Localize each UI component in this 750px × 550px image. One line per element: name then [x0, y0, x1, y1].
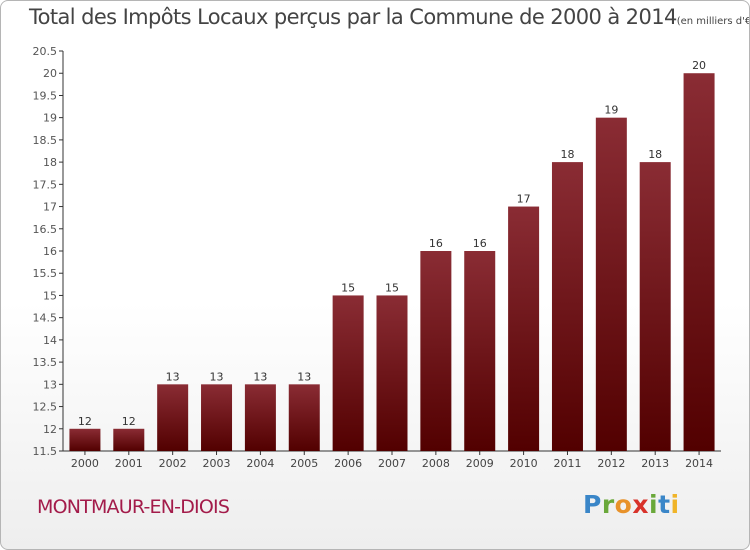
y-tick-label: 19: [43, 112, 57, 125]
bar-2009: [464, 251, 496, 451]
x-tick-label-2006: 2006: [334, 457, 362, 470]
y-tick-label: 12: [43, 423, 57, 436]
x-tick-label-2003: 2003: [203, 457, 231, 470]
logo-letter: r: [601, 490, 615, 519]
y-tick-label: 11.5: [33, 445, 58, 458]
y-tick-label: 18.5: [33, 134, 58, 147]
x-tick-label-2007: 2007: [378, 457, 406, 470]
proxiti-logo: Proxiti: [583, 490, 680, 519]
bar-2012: [595, 117, 627, 452]
y-tick-label: 20.5: [33, 45, 58, 58]
bar-2001: [113, 428, 145, 451]
bar-2003: [201, 384, 233, 451]
data-label-2009: 16: [473, 237, 487, 250]
data-label-2005: 13: [297, 370, 311, 383]
data-label-2004: 13: [253, 370, 267, 383]
x-tick-label-2000: 2000: [71, 457, 99, 470]
data-label-2003: 13: [210, 370, 224, 383]
bar-2008: [420, 251, 452, 451]
chart-title-unit: (en milliers d'€): [676, 16, 750, 27]
data-label-2011: 18: [560, 148, 574, 161]
y-tick-label: 20: [43, 67, 57, 80]
data-label-2010: 17: [517, 193, 531, 206]
bar-2013: [639, 162, 671, 451]
y-tick-label: 18: [43, 156, 57, 169]
x-axis: 2000 2001 2002 2003 2004 2005 2006 2007 2008 2009…: [63, 450, 721, 470]
data-label-2000: 12: [78, 415, 92, 428]
x-tick-label-2001: 2001: [115, 457, 143, 470]
x-tick-label-2011: 2011: [553, 457, 581, 470]
y-tick-label: 15: [43, 289, 57, 302]
data-label-2007: 15: [385, 281, 399, 294]
y-tick-label: 15.5: [33, 267, 58, 280]
x-tick-label-2008: 2008: [422, 457, 450, 470]
y-tick-label: 17.5: [33, 178, 58, 191]
logo-letter: i: [670, 490, 680, 519]
y-tick-label: 16.5: [33, 223, 58, 236]
y-tick-label: 12.5: [33, 401, 58, 414]
bars-group: 12 12 13 13 13 13 15 15 16 16 17 18 19 18 20: [69, 59, 715, 452]
logo-letter: P: [583, 490, 602, 519]
data-label-2001: 12: [122, 415, 136, 428]
logo-letter: i: [649, 490, 659, 519]
bar-2006: [332, 295, 364, 451]
bar-2005: [288, 384, 320, 451]
data-label-2013: 18: [648, 148, 662, 161]
data-label-2008: 16: [429, 237, 443, 250]
x-tick-label-2010: 2010: [510, 457, 538, 470]
x-tick-label-2012: 2012: [597, 457, 625, 470]
y-tick-label: 14: [43, 334, 57, 347]
bar-2000: [69, 428, 101, 451]
y-tick-label: 13.5: [33, 356, 58, 369]
chart-title: Total des Impôts Locaux perçus par la Co…: [29, 5, 749, 29]
bar-2011: [551, 162, 583, 451]
logo-letter: t: [658, 490, 671, 519]
x-tick-label-2005: 2005: [290, 457, 318, 470]
y-tick-label: 14.5: [33, 312, 58, 325]
chart-title-text: Total des Impôts Locaux perçus par la Co…: [29, 5, 677, 29]
bar-2004: [244, 384, 276, 451]
y-axis: 11.5 12 12.5 13 13.5 14 14.5 15 15.5 16 16.5 17 17.5…: [33, 45, 64, 458]
x-tick-label-2004: 2004: [246, 457, 274, 470]
y-tick-label: 17: [43, 201, 57, 214]
bar-2014: [683, 73, 715, 451]
bar-2002: [157, 384, 189, 451]
x-tick-label-2009: 2009: [466, 457, 494, 470]
x-tick-label-2002: 2002: [159, 457, 187, 470]
logo-letter: o: [614, 490, 633, 519]
y-tick-label: 19.5: [33, 89, 58, 102]
x-tick-label-2013: 2013: [641, 457, 669, 470]
data-label-2002: 13: [166, 370, 180, 383]
x-tick-label-2014: 2014: [685, 457, 713, 470]
data-label-2014: 20: [692, 59, 706, 72]
data-label-2012: 19: [604, 104, 618, 117]
commune-name: MONTMAUR-EN-DIOIS: [37, 496, 230, 518]
y-tick-label: 13: [43, 378, 57, 391]
logo-letter: x: [632, 490, 649, 519]
bar-2007: [376, 295, 408, 451]
y-tick-label: 16: [43, 245, 57, 258]
data-label-2006: 15: [341, 281, 355, 294]
bar-2010: [508, 206, 540, 451]
